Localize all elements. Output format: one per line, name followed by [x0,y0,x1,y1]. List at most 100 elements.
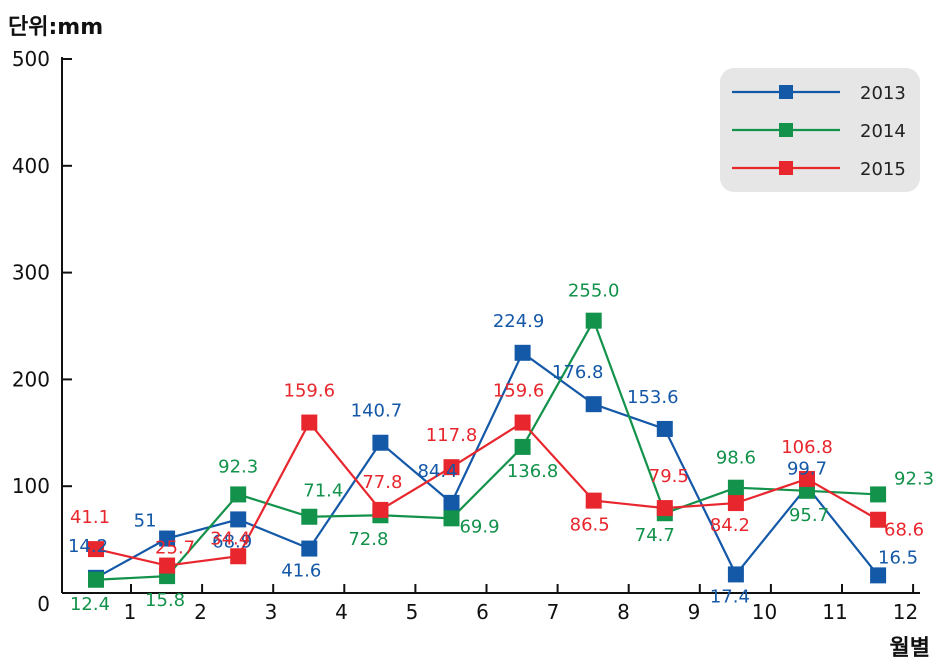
x-tick-label: 4 [335,600,348,624]
data-label-2013: 17.4 [710,586,750,607]
data-point-2015 [870,511,887,528]
data-label-2014: 92.3 [218,456,258,477]
data-point-2015 [727,495,744,512]
data-label-2014: 92.3 [894,468,934,489]
data-point-2015 [585,492,602,509]
data-label-2013: 84.4 [417,461,457,482]
data-labels: 14.2 51 68.9 41.6 140.7 84.4 224.9 176.8 153.6 17… [68,281,934,615]
x-tick-label: 7 [547,600,560,624]
data-point-2015 [799,470,815,487]
data-point-2014 [585,312,602,329]
series-line-2015 [95,420,879,567]
x-tick-label: 2 [194,600,207,624]
x-tick-label: 5 [406,600,419,624]
data-label-2014: 136.8 [507,461,559,482]
y-tick-label: 300 [12,261,50,285]
data-label-2015: 34.4 [210,528,250,549]
data-point-2013 [301,540,318,557]
data-label-2014: 15.8 [145,590,185,611]
data-point-2015 [159,557,176,574]
data-label-2013: 14.2 [68,536,108,557]
legend-label-2015: 2015 [860,159,906,180]
y-tick-label: 0 [37,592,50,616]
legend-marker-2015 [779,161,793,175]
data-label-2013: 140.7 [351,401,403,422]
data-label-2014: 69.9 [459,516,499,537]
legend-label-2013: 2013 [860,83,906,104]
data-point-2015 [88,541,104,558]
x-tick-label: 6 [476,600,489,624]
data-point-2014 [443,510,460,527]
x-tick-label: 1 [124,600,137,624]
data-point-2014 [870,486,887,503]
data-label-2015: 117.8 [426,425,478,446]
legend-label-2014: 2014 [860,121,906,142]
x-axis-title: 월별 [890,636,930,661]
data-label-2013: 41.6 [281,561,321,582]
data-label-2015: 159.6 [284,381,336,402]
data-label-2014: 95.7 [789,505,829,526]
data-label-2015: 77.8 [362,472,402,493]
series-lines [95,318,879,581]
data-point-2014 [727,479,744,496]
data-label-2015: 41.1 [70,507,110,528]
data-label-2015: 159.6 [493,381,545,402]
x-tick-label: 9 [688,600,701,624]
data-label-2014: 12.4 [70,594,110,615]
data-point-2013 [585,396,602,413]
x-tick-label: 10 [752,600,777,624]
data-point-2013 [870,567,887,584]
y-tick-label: 100 [12,474,50,498]
series-markers [88,312,887,588]
unit-label: 단위:mm [8,15,103,40]
data-label-2013: 153.6 [627,387,679,408]
data-point-2013 [727,566,744,583]
data-point-2013 [372,434,389,451]
legend-marker-2013 [779,85,793,99]
data-point-2013 [230,511,247,528]
data-point-2015 [372,501,389,518]
data-label-2013: 16.5 [878,547,918,568]
legend-marker-2014 [779,123,793,137]
data-point-2013 [656,420,673,437]
data-label-2015: 79.5 [649,466,689,487]
data-label-2014: 74.7 [635,525,675,546]
data-label-2014: 71.4 [303,481,343,502]
data-label-2014: 98.6 [716,448,756,469]
data-label-2013: 51 [134,511,157,532]
data-label-2013: 176.8 [552,362,604,383]
data-label-2015: 106.8 [781,437,833,458]
data-label-2015: 86.5 [570,515,610,536]
data-label-2013: 99.7 [787,459,827,480]
data-point-2015 [656,500,673,517]
data-point-2014 [88,571,104,588]
x-tick-label: 3 [265,600,278,624]
x-tick-label: 8 [617,600,630,624]
data-label-2014: 255.0 [568,281,620,302]
data-point-2014 [301,508,318,525]
data-point-2015 [230,548,247,565]
data-label-2015: 25.7 [155,538,195,559]
data-label-2013: 224.9 [493,311,545,332]
data-point-2015 [514,414,531,431]
data-point-2014 [514,438,531,455]
data-label-2015: 84.2 [710,515,750,536]
data-point-2013 [159,530,176,547]
data-label-2014: 72.8 [348,529,388,550]
series-line-2014 [95,318,879,581]
data-point-2013 [443,494,460,511]
y-tick-label: 500 [12,47,50,71]
x-tick-label: 12 [893,600,918,624]
data-point-2015 [301,414,318,431]
y-tick-label: 400 [12,154,50,178]
data-label-2015: 68.6 [884,520,924,541]
series-line-2013 [95,351,879,579]
data-point-2015 [443,459,460,476]
data-point-2014 [230,486,247,503]
x-tick-label: 11 [822,600,847,624]
data-point-2013 [514,344,531,361]
y-tick-label: 200 [12,367,50,391]
legend: 2013 2014 2015 [720,68,920,192]
